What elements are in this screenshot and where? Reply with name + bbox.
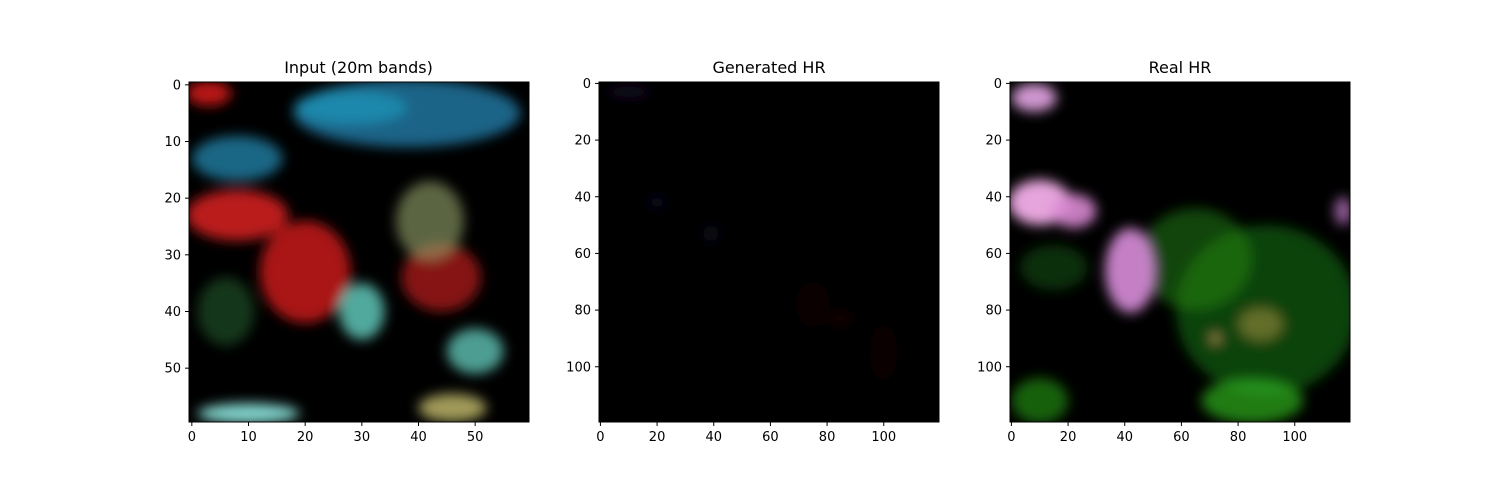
y-tick-label: 80 xyxy=(985,304,1002,319)
image-region xyxy=(1104,227,1156,313)
image-region xyxy=(829,310,853,328)
image-region xyxy=(1011,83,1057,112)
x-tick-label: 80 xyxy=(819,430,836,445)
y-tick-label: 0 xyxy=(994,77,1002,92)
y-ticks: 0 10 20 30 40 50 xyxy=(164,78,189,377)
y-tick-label: 40 xyxy=(164,305,181,320)
image-region xyxy=(446,328,504,374)
y-tick-label: 60 xyxy=(574,247,591,262)
image-region xyxy=(702,225,720,243)
x-tick-label: 100 xyxy=(871,430,896,445)
x-tick-label: 60 xyxy=(762,430,779,445)
image-region xyxy=(401,243,481,312)
panel-title: Input (20m bands) xyxy=(284,58,433,77)
x-tick-label: 60 xyxy=(1173,430,1190,445)
y-tick-label: 20 xyxy=(574,134,591,149)
y-tick-label: 100 xyxy=(566,360,591,375)
image-region xyxy=(189,189,289,241)
image-plot xyxy=(1010,82,1350,422)
axes-frame xyxy=(188,81,530,423)
panel-input: Input (20m bands) 0 10 20 30 40 50 0 10 20 30 40 5… xyxy=(164,58,530,445)
x-tick-label: 20 xyxy=(649,430,666,445)
y-ticks: 0 20 40 60 80 100 xyxy=(566,77,599,375)
y-tick-label: 60 xyxy=(985,247,1002,262)
x-tick-label: 30 xyxy=(354,430,371,445)
image-region xyxy=(795,281,830,328)
y-tick-label: 100 xyxy=(977,360,1002,375)
x-tick-label: 40 xyxy=(1116,430,1133,445)
image-plot xyxy=(599,82,939,422)
x-tick-label: 80 xyxy=(1230,430,1247,445)
image-regions xyxy=(1010,83,1350,422)
y-tick-label: 40 xyxy=(574,190,591,205)
y-tick-label: 80 xyxy=(574,304,591,319)
image-region xyxy=(293,90,408,125)
x-ticks: 0 20 40 60 80 100 xyxy=(1007,422,1307,445)
x-tick-label: 0 xyxy=(596,430,604,445)
y-tick-label: 40 xyxy=(985,190,1002,205)
image-region xyxy=(869,324,898,381)
image-region xyxy=(339,283,385,340)
image-region xyxy=(1138,208,1253,311)
y-tick-label: 20 xyxy=(985,134,1002,149)
x-tick-label: 40 xyxy=(410,430,427,445)
image-region xyxy=(1011,378,1069,422)
x-tick-label: 0 xyxy=(188,430,196,445)
x-tick-label: 100 xyxy=(1282,430,1307,445)
x-ticks: 0 10 20 30 40 50 xyxy=(188,422,484,445)
panel-title: Real HR xyxy=(1149,58,1212,77)
y-tick-label: 20 xyxy=(164,192,181,207)
x-tick-label: 20 xyxy=(297,430,314,445)
y-tick-label: 50 xyxy=(164,362,181,377)
image-region xyxy=(648,196,666,209)
x-tick-label: 0 xyxy=(1007,430,1015,445)
panel-generated: Generated HR 0 20 40 60 80 100 0 20 40 60 80 100 xyxy=(566,58,940,445)
image-region xyxy=(1019,244,1088,291)
y-tick-label: 0 xyxy=(583,77,591,92)
image-region xyxy=(1051,193,1097,228)
y-ticks: 0 20 40 60 80 100 xyxy=(977,77,1010,375)
image-region xyxy=(191,135,283,182)
image-region xyxy=(606,86,652,98)
image-region xyxy=(259,220,351,323)
x-tick-label: 40 xyxy=(705,430,722,445)
image-plot xyxy=(189,82,529,422)
image-region xyxy=(197,277,255,346)
x-tick-label: 10 xyxy=(240,430,257,445)
x-tick-label: 50 xyxy=(467,430,484,445)
y-tick-label: 10 xyxy=(164,135,181,150)
axes-frame xyxy=(1009,81,1351,423)
image-region xyxy=(1209,332,1222,345)
image-region xyxy=(1201,378,1304,422)
x-tick-label: 20 xyxy=(1060,430,1077,445)
x-ticks: 0 20 40 60 80 100 xyxy=(596,422,896,445)
image-region xyxy=(197,403,300,422)
image-regions xyxy=(189,82,521,422)
y-tick-label: 30 xyxy=(164,248,181,263)
image-region xyxy=(395,181,464,261)
image-regions xyxy=(606,86,898,381)
y-tick-label: 0 xyxy=(173,78,181,93)
image-region xyxy=(1238,307,1284,342)
panel-title: Generated HR xyxy=(712,58,825,77)
image-region xyxy=(1334,196,1350,226)
image-region xyxy=(189,82,232,106)
image-region xyxy=(418,393,487,422)
axes-frame xyxy=(598,81,940,423)
panel-real: Real HR 0 20 40 60 80 100 0 20 40 60 80 100 xyxy=(977,58,1351,445)
